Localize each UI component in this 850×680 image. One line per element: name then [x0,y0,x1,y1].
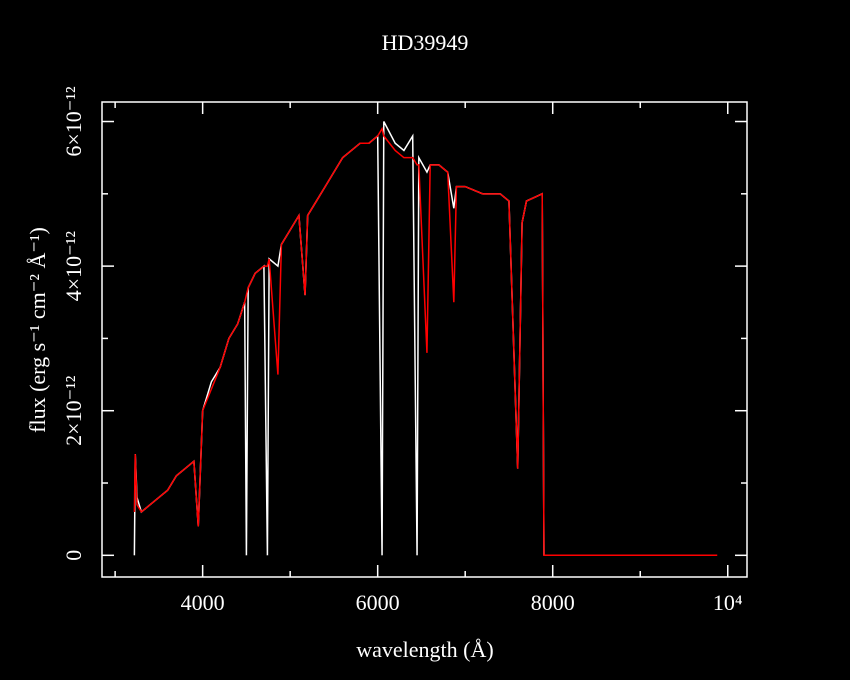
chart-title: HD39949 [382,30,469,55]
x-axis-label: wavelength (Å) [356,637,493,662]
x-tick-label: 10⁴ [713,590,743,615]
x-tick-label: 6000 [356,590,400,615]
spectrum-line [133,126,718,557]
x-tick-label: 8000 [531,590,575,615]
y-tick-label: 4×10⁻¹² [61,231,86,302]
y-tick-label: 0 [61,550,86,561]
y-tick-label: 2×10⁻¹² [61,375,86,446]
y-tick-label: 6×10⁻¹² [61,86,86,157]
x-tick-label: 4000 [181,590,225,615]
y-axis-label: flux (erg s⁻¹ cm⁻² Å⁻¹) [25,227,50,433]
plot-frame [101,101,748,578]
